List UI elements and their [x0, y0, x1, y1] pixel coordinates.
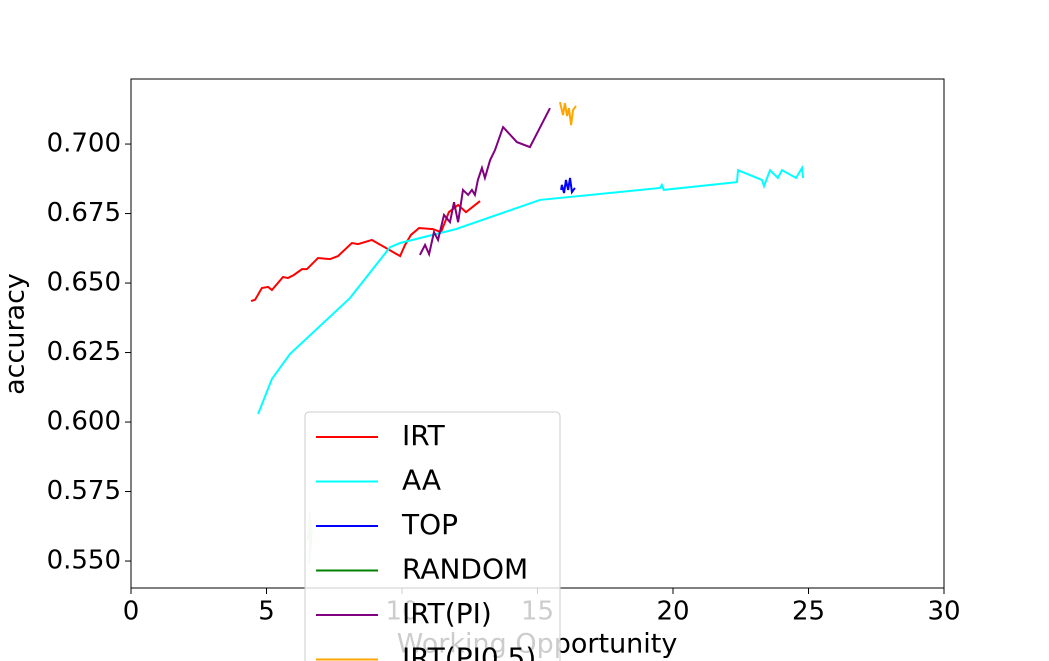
- x-tick-label: 5: [258, 597, 275, 627]
- x-tick-label: 0: [123, 597, 140, 627]
- data-line: [257, 164, 805, 415]
- x-tick-label: 25: [792, 597, 825, 627]
- y-tick-label: 0.700: [47, 129, 121, 159]
- legend-label: IRT: [402, 419, 446, 452]
- y-tick-label: 0.575: [47, 476, 121, 506]
- y-tick-label: 0.650: [47, 268, 121, 298]
- legend-box: [304, 411, 561, 661]
- y-tick-label: 0.625: [47, 337, 121, 367]
- y-tick-label: 0.550: [47, 546, 121, 576]
- legend-label: TOP: [401, 508, 458, 541]
- legend-label: IRT(PI): [402, 597, 492, 630]
- data-line: [560, 177, 576, 195]
- x-tick-label: 30: [927, 597, 960, 627]
- legend-label: IRT(PI0.5): [402, 642, 536, 661]
- y-tick-label: 0.675: [47, 198, 121, 228]
- y-tick-label: 0.600: [47, 407, 121, 437]
- data-line: [559, 101, 577, 126]
- data-line: [250, 200, 481, 303]
- x-tick-label: 20: [656, 597, 689, 627]
- legend: IRT AA TOP RANDOM IRT(PI) IRT(PI0.5): [304, 411, 561, 661]
- legend-label: RANDOM: [402, 553, 528, 586]
- y-axis-label: accuracy: [0, 273, 31, 395]
- data-line: [418, 107, 551, 258]
- legend-label: AA: [402, 464, 441, 497]
